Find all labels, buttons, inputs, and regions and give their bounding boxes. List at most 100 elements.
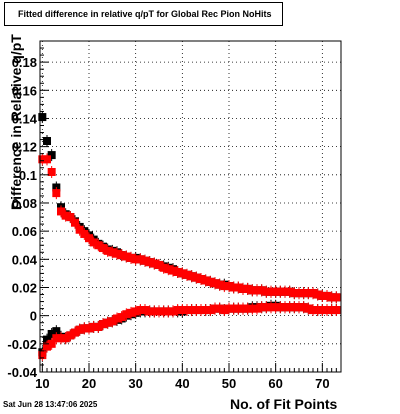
data-point [327,306,336,315]
data-point [285,287,294,296]
y-tick-label: -0.02 [7,337,37,352]
data-point [262,287,271,296]
data-point [85,234,93,243]
data-point [248,286,257,295]
data-point [52,327,61,336]
data-point [43,335,51,344]
plot-frame [39,40,342,373]
data-point [295,289,303,298]
data-point [304,289,313,298]
data-point [150,307,159,316]
data-point [173,306,182,315]
x-tick-label: 30 [128,376,142,391]
x-tick-label: 10 [35,376,49,391]
data-point [285,303,294,312]
data-point [80,229,89,238]
data-point [332,293,341,302]
data-point [178,306,187,315]
data-point [276,287,285,296]
data-point [178,269,187,278]
data-point [131,255,140,264]
data-point [117,313,126,322]
data-point [323,291,331,300]
y-tick-label: 0.14 [12,111,38,126]
data-point [131,307,140,316]
data-point [304,304,313,313]
data-point [89,238,98,247]
y-tick-label: 0.1 [19,168,37,183]
data-point [323,306,331,315]
x-axis-label: No. of Fit Points [230,396,338,412]
data-point [85,324,93,333]
y-tick-label: 0 [30,309,37,324]
data-point [169,307,177,316]
data-point [47,339,56,348]
data-point [150,259,159,268]
data-point [103,318,112,327]
data-point [136,255,145,264]
data-point [108,317,117,326]
data-point [99,244,107,253]
x-tick-label: 20 [82,376,96,391]
data-point [141,306,149,315]
data-point [239,304,247,313]
data-point [229,283,238,292]
data-point [243,304,252,313]
data-point [164,307,173,316]
data-point [309,289,317,298]
data-point [80,324,89,333]
date-stamp: Sat Jun 28 13:47:06 2025 [3,400,98,409]
data-point [173,267,182,276]
data-point [309,306,317,315]
data-point [239,284,247,293]
data-point [299,289,308,298]
data-point [127,308,135,317]
data-point [220,306,229,315]
data-point [61,211,70,220]
data-point [43,342,51,351]
data-point [145,258,154,267]
data-point [281,303,289,312]
y-axis-label: Difference in Relative q/pT [8,34,24,210]
data-point [136,306,145,315]
data-point [71,328,79,337]
data-point [159,307,168,316]
axis-layer: 10 20 30 40 50 60 70 -0.04 -0.02 0 0.02 0.04 0.06 0.0… [7,40,342,391]
data-point [211,304,219,313]
data-point [220,282,229,291]
data-point [155,307,163,316]
data-point [169,266,177,275]
marks-layer [38,111,341,362]
data-point [313,290,322,299]
data-point [57,207,65,216]
data-point [295,303,303,312]
data-point [290,303,299,312]
data-point [61,334,70,343]
data-point [155,260,163,269]
data-point [332,306,341,315]
data-point [257,286,266,295]
data-point [94,322,103,331]
data-point [66,331,75,340]
y-tick-label: 0.12 [12,140,37,155]
data-point [253,286,261,295]
data-point [113,249,121,258]
data-point [234,304,243,313]
data-point [318,306,327,315]
data-point [66,213,75,222]
data-point [164,265,173,274]
data-point [206,277,215,286]
data-point [75,225,84,234]
data-point [197,275,205,284]
data-point [313,306,322,315]
data-point [52,189,61,198]
data-point [183,306,191,315]
data-point [52,334,61,343]
x-tick-label: 70 [315,376,329,391]
y-tick-label: 0.06 [12,224,37,239]
data-point [253,304,261,313]
data-point [299,303,308,312]
data-point [290,289,299,298]
data-point [271,287,280,296]
